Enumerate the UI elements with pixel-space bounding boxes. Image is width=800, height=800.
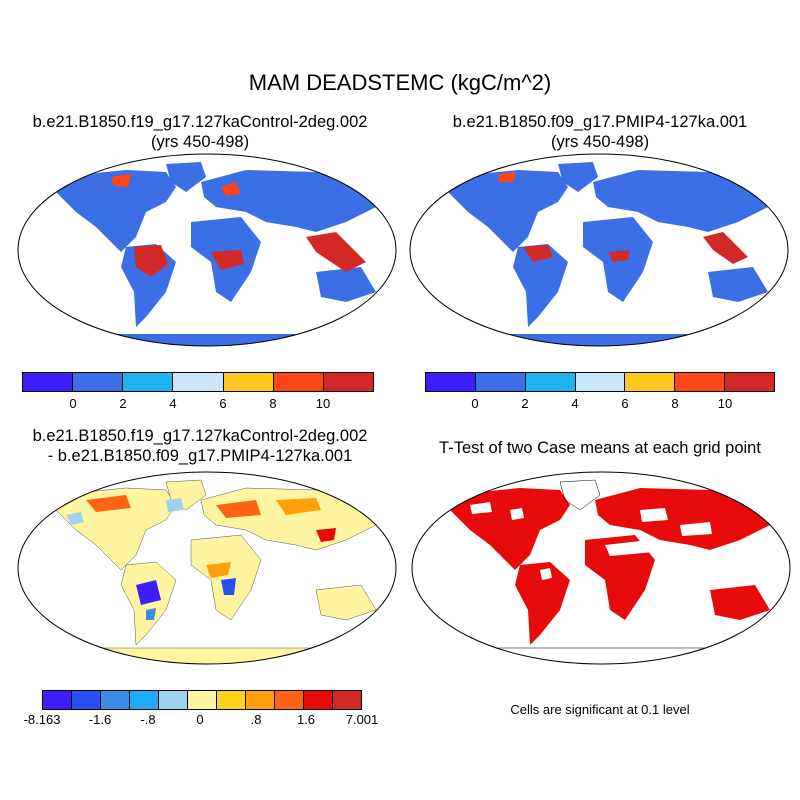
ttest-note: Cells are significant at 0.1 level bbox=[510, 702, 690, 717]
cbar3-tick-label: -1.6 bbox=[88, 712, 112, 727]
panel4-map bbox=[411, 471, 791, 665]
panel2-land bbox=[418, 162, 788, 346]
cbar1-tick-label: 10 bbox=[315, 396, 331, 411]
panel2-title: b.e21.B1850.f09_g17.PMIP4-127ka.001 (yrs… bbox=[400, 112, 800, 152]
panel3-colorbar bbox=[42, 690, 362, 710]
cbar3-swatch-5 bbox=[159, 691, 188, 709]
panel1-title-line1: b.e21.B1850.f19_g17.127kaControl-2deg.00… bbox=[32, 113, 368, 131]
cbar2-tick-label: 4 bbox=[571, 396, 579, 411]
cbar2-swatch-3 bbox=[525, 373, 576, 391]
cbar3-swatch-1 bbox=[43, 691, 72, 709]
cbar2-swatch-6 bbox=[675, 373, 726, 391]
cbar2-tick-label: 10 bbox=[717, 396, 733, 411]
panel2-high-values bbox=[498, 172, 748, 264]
cbar3-swatch-3 bbox=[101, 691, 130, 709]
cbar2-swatch-1 bbox=[426, 373, 476, 391]
panel1-colorbar bbox=[22, 372, 374, 392]
cbar3-swatch-11 bbox=[333, 691, 361, 709]
cbar3-tick-label: -8.163 bbox=[23, 712, 61, 727]
panel2-map bbox=[409, 153, 789, 347]
cbar1-tick-label: 6 bbox=[219, 396, 227, 411]
cbar3-tick-label: 0 bbox=[196, 712, 204, 727]
panel3-positive-diff bbox=[86, 495, 336, 578]
figure-title: MAM DEADSTEMC (kgC/m^2) bbox=[248, 70, 552, 95]
cbar3-swatch-4 bbox=[130, 691, 159, 709]
panel3-title: b.e21.B1850.f19_g17.127kaControl-2deg.00… bbox=[0, 426, 400, 466]
panel4-title-line1: T-Test of two Case means at each grid po… bbox=[439, 439, 761, 457]
cbar2-tick-label: 2 bbox=[521, 396, 529, 411]
cbar2-tick-label: 8 bbox=[671, 396, 679, 411]
cbar3-swatch-6 bbox=[188, 691, 217, 709]
cbar1-swatch-6 bbox=[273, 373, 324, 391]
cbar1-swatch-4 bbox=[173, 373, 224, 391]
cbar3-tick-label: 7.001 bbox=[345, 712, 379, 727]
panel3-negative-diff bbox=[66, 498, 236, 620]
cbar1-swatch-5 bbox=[223, 373, 274, 391]
panel1-title-line2: (yrs 450-498) bbox=[150, 133, 250, 151]
cbar2-tick-label: 0 bbox=[471, 396, 479, 411]
cbar3-tick-label: .8 bbox=[250, 712, 262, 727]
panel3-title-line1: b.e21.B1850.f19_g17.127kaControl-2deg.00… bbox=[32, 427, 368, 445]
cbar3-swatch-10 bbox=[304, 691, 333, 709]
cbar2-tick-label: 6 bbox=[621, 396, 629, 411]
panel1-title: b.e21.B1850.f19_g17.127kaControl-2deg.00… bbox=[0, 112, 400, 152]
cbar1-tick-label: 2 bbox=[119, 396, 127, 411]
panel1-high-values bbox=[111, 174, 366, 277]
cbar2-swatch-5 bbox=[625, 373, 676, 391]
cbar1-swatch-7 bbox=[323, 373, 373, 391]
panel2-title-line2: (yrs 450-498) bbox=[550, 133, 650, 151]
cbar1-swatch-2 bbox=[73, 373, 124, 391]
cbar2-swatch-4 bbox=[575, 373, 626, 391]
cbar2-swatch-7 bbox=[725, 373, 775, 391]
cbar3-swatch-9 bbox=[275, 691, 304, 709]
cbar1-swatch-1 bbox=[23, 373, 74, 391]
panel3-map bbox=[17, 471, 397, 665]
cbar1-swatch-3 bbox=[123, 373, 174, 391]
cbar3-swatch-8 bbox=[246, 691, 275, 709]
panel4-significant-cells bbox=[450, 488, 770, 645]
cbar3-tick-label: -.8 bbox=[140, 712, 156, 727]
panel3-title-line2: - b.e21.B1850.f09_g17.PMIP4-127ka.001 bbox=[47, 447, 353, 465]
cbar1-tick-label: 4 bbox=[169, 396, 177, 411]
cbar1-tick-label: 0 bbox=[69, 396, 77, 411]
cbar2-swatch-2 bbox=[475, 373, 526, 391]
cbar3-swatch-7 bbox=[217, 691, 246, 709]
panel2-colorbar bbox=[425, 372, 775, 392]
panel1-map bbox=[17, 153, 397, 347]
cbar3-swatch-2 bbox=[72, 691, 101, 709]
cbar3-tick-label: 1.6 bbox=[296, 712, 316, 727]
panel4-nonsignificant-gaps bbox=[470, 502, 712, 580]
panel2-title-line1: b.e21.B1850.f09_g17.PMIP4-127ka.001 bbox=[452, 113, 748, 131]
cbar1-tick-label: 8 bbox=[269, 396, 277, 411]
panel4-title: T-Test of two Case means at each grid po… bbox=[400, 438, 800, 458]
